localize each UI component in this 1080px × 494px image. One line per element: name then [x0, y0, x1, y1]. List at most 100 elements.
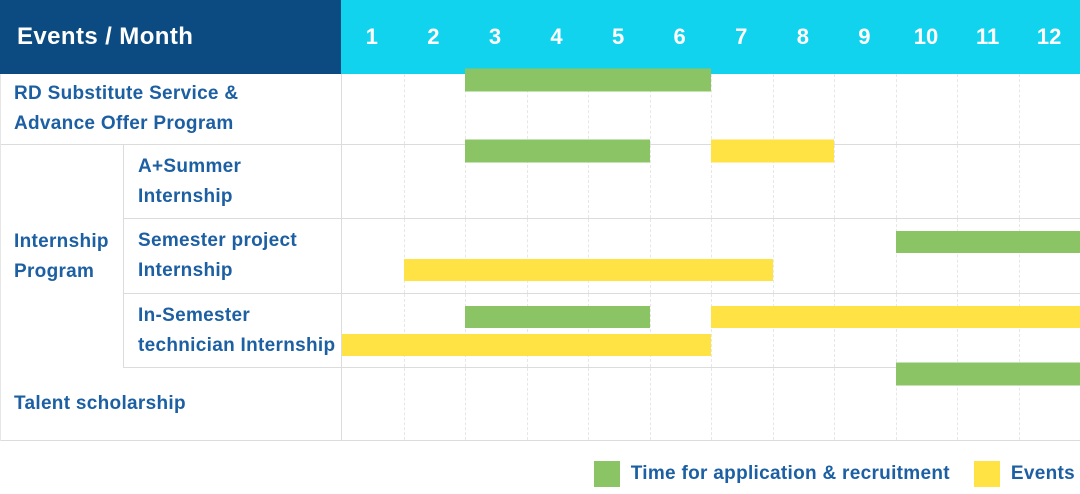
month-gridline [465, 294, 466, 367]
legend: Time for application & recruitment Event… [0, 461, 1080, 487]
month-gridline [772, 145, 774, 218]
month-gridline [465, 368, 466, 440]
events-month-header-cell: Events / Month [0, 0, 341, 74]
table-row: In-Semester technician Internship [124, 294, 1080, 368]
legend-item-recruitment: Time for application & recruitment [593, 461, 950, 487]
month-header-row: 1 2 3 4 5 6 7 8 9 10 11 12 [341, 0, 1080, 74]
month-gridline [403, 294, 405, 367]
month-gridline [588, 368, 589, 440]
month-gridline [1018, 294, 1020, 367]
events-bar [711, 306, 1080, 328]
month-gridline [403, 219, 405, 293]
recruitment-bar [465, 139, 650, 163]
month-gridline [711, 219, 712, 293]
month-header-5: 5 [611, 24, 625, 49]
month-gridline [895, 74, 897, 144]
month-gridline [649, 219, 651, 293]
row-label-in-semester-technician: In-Semester technician Internship [124, 294, 342, 367]
internship-program-group: Internship Program A+Summer Internship S… [1, 139, 1080, 368]
month-gridline [895, 219, 897, 293]
recruitment-color-swatch [593, 461, 620, 487]
month-header-7: 7 [735, 24, 748, 49]
month-gridline [588, 145, 589, 218]
events-color-swatch [973, 461, 1000, 487]
chart-cell-rd-substitute [342, 68, 1080, 144]
month-gridline [649, 74, 651, 144]
month-gridline [649, 145, 651, 218]
month-gridline [649, 368, 651, 440]
month-gridline [895, 145, 897, 218]
month-gridline [526, 294, 528, 367]
month-gridline [465, 145, 466, 218]
row-label-semester-project: Semester project Internship [124, 219, 342, 293]
chart-cell-talent-scholarship [342, 362, 1080, 440]
month-gridline [526, 368, 528, 440]
month-gridline [895, 294, 897, 367]
events-bar [711, 139, 834, 163]
month-gridline [588, 74, 589, 144]
month-gridline [957, 294, 958, 367]
month-gridline [711, 74, 712, 144]
month-gridline [526, 219, 528, 293]
legend-item-events: Events [973, 461, 1075, 487]
month-gridline [772, 219, 774, 293]
month-gridline [895, 368, 897, 440]
month-gridline [1018, 368, 1020, 440]
month-gridline [526, 145, 528, 218]
chart-cell-in-semester-technician [342, 294, 1080, 367]
internship-program-subrows: A+Summer Internship Semester project Int… [124, 139, 1080, 368]
month-header-6: 6 [673, 24, 686, 49]
month-gridline [834, 219, 835, 293]
recruitment-bar [895, 362, 1080, 386]
month-gridline [711, 368, 712, 440]
month-gridline [772, 294, 774, 367]
month-header-12: 12 [1036, 24, 1062, 49]
row-label-rd-substitute: RD Substitute Service & Advance Offer Pr… [1, 74, 342, 144]
month-gridline [1018, 219, 1020, 293]
row-label-a-plus-summer: A+Summer Internship [124, 145, 342, 218]
month-gridline [711, 294, 712, 367]
legend-label-events: Events [1010, 463, 1075, 484]
month-gridline [403, 368, 405, 440]
recruitment-bar [465, 68, 711, 92]
month-gridline [834, 294, 835, 367]
month-header-2: 2 [427, 24, 440, 49]
month-gridline [834, 145, 835, 218]
month-gridline [834, 368, 835, 440]
row-label-talent-scholarship: Talent scholarship [1, 368, 342, 440]
month-header-10: 10 [913, 24, 939, 49]
month-gridline [711, 145, 712, 218]
month-header-11: 11 [975, 24, 1000, 49]
month-header-8: 8 [796, 24, 809, 49]
month-header-3: 3 [488, 24, 502, 49]
month-gridline [588, 219, 589, 293]
table-body: RD Substitute Service & Advance Offer Pr… [0, 68, 1080, 441]
month-gridline [957, 145, 958, 218]
recruitment-bar [465, 306, 650, 328]
month-header-9: 9 [858, 24, 871, 49]
table-row: A+Summer Internship [124, 139, 1080, 219]
table-row: Talent scholarship [1, 362, 1080, 441]
month-header-4: 4 [550, 24, 563, 49]
month-gridline [957, 74, 958, 144]
month-gridline [957, 219, 958, 293]
month-gridline [403, 145, 405, 218]
month-gridline [1018, 145, 1020, 218]
group-label-internship-program: Internship Program [1, 145, 124, 368]
month-gridline [526, 74, 528, 144]
chart-cell-a-plus-summer [342, 139, 1080, 218]
month-gridline [772, 368, 774, 440]
legend-label-recruitment: Time for application & recruitment [630, 463, 950, 484]
table-row: Semester project Internship [124, 219, 1080, 294]
month-gridline [465, 74, 466, 144]
month-header-1: 1 [365, 24, 378, 49]
month-gridline [772, 74, 774, 144]
month-gridline [957, 368, 958, 440]
events-bar [342, 334, 711, 356]
month-gridline [649, 294, 651, 367]
table-row: RD Substitute Service & Advance Offer Pr… [1, 68, 1080, 145]
recruitment-bar [895, 231, 1080, 253]
month-gridline [465, 219, 466, 293]
month-gridline [1018, 74, 1020, 144]
